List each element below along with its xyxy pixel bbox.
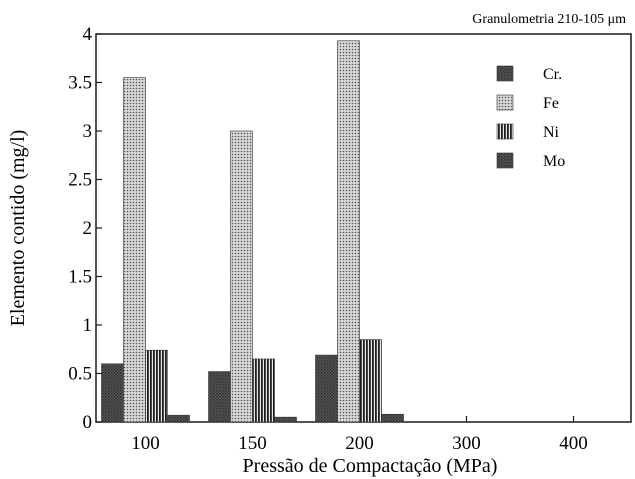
bar-ni-200 [359, 339, 382, 423]
legend-label: Ni [543, 124, 560, 141]
x-axis-label: Pressão de Compactação (MPa) [243, 455, 498, 477]
legend-label: Fe [543, 95, 559, 112]
y-tick-label: 1 [83, 315, 93, 336]
y-axis: 0 0.5 1 1.5 2 2.5 3 3.5 4 [68, 24, 102, 433]
legend-swatch [496, 152, 514, 169]
x-axis: 100 150 200 300 400 [131, 416, 588, 454]
bar-fe-150 [230, 130, 253, 423]
y-tick-label: 0.5 [68, 364, 92, 385]
bar-fe-100 [123, 77, 146, 423]
x-tick-label: 400 [559, 433, 588, 454]
x-tick-label: 100 [131, 433, 160, 454]
bar-cr-100 [101, 363, 124, 423]
y-tick-label: 3.5 [68, 73, 92, 94]
y-tick-label: 4 [83, 24, 93, 45]
bar-cr-200 [315, 354, 338, 423]
y-tick-label: 0 [83, 412, 93, 433]
legend-swatch [496, 123, 514, 140]
x-tick-label: 150 [238, 433, 267, 454]
bar-cr-150 [208, 371, 231, 423]
y-axis-label: Elemento contido (mg/l) [7, 130, 29, 327]
bar-ni-150 [252, 358, 275, 423]
legend-label: Mo [543, 153, 565, 170]
y-tick-label: 2.5 [68, 170, 92, 191]
y-tick-label: 1.5 [68, 267, 92, 288]
legend: Cr. Fe Ni Mo [496, 65, 565, 170]
x-tick-label: 300 [452, 433, 481, 454]
y-tick-label: 2 [83, 218, 93, 239]
bars [101, 40, 404, 423]
bar-ni-100 [145, 349, 168, 423]
bar-mo-200 [381, 413, 404, 423]
legend-label: Cr. [543, 66, 562, 83]
x-tick-label: 200 [345, 433, 374, 454]
chart-subtitle: Granulometria 210-105 μm [472, 12, 626, 27]
bar-fe-200 [337, 40, 360, 423]
legend-swatch [496, 94, 514, 111]
bar-mo-150 [274, 416, 297, 423]
bar-mo-100 [167, 414, 190, 423]
legend-swatch [496, 65, 514, 82]
y-tick-label: 3 [83, 121, 93, 142]
